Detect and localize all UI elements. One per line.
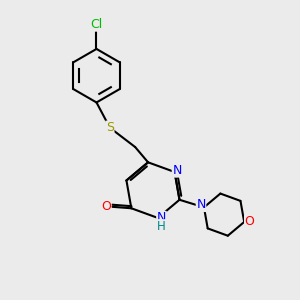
Text: Cl: Cl xyxy=(90,18,103,31)
Text: O: O xyxy=(244,215,254,229)
Text: O: O xyxy=(101,200,111,213)
Text: S: S xyxy=(106,121,114,134)
Text: N: N xyxy=(157,212,166,224)
Text: H: H xyxy=(157,220,166,233)
Text: N: N xyxy=(196,198,206,212)
Text: N: N xyxy=(172,164,182,177)
